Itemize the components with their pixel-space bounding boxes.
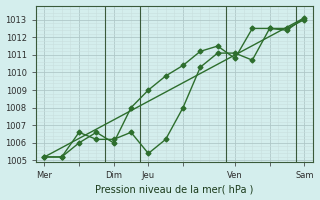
X-axis label: Pression niveau de la mer( hPa ): Pression niveau de la mer( hPa )	[95, 184, 253, 194]
